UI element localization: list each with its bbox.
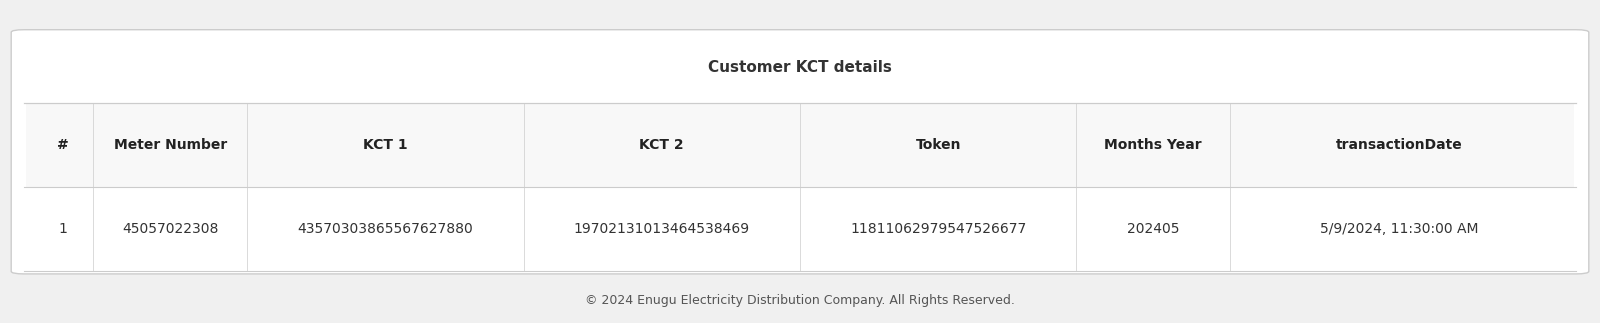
FancyBboxPatch shape	[11, 30, 1589, 274]
Text: Meter Number: Meter Number	[114, 138, 227, 152]
Text: 43570303865567627880: 43570303865567627880	[298, 222, 474, 236]
Text: 11811062979547526677: 11811062979547526677	[850, 222, 1026, 236]
Text: 19702131013464538469: 19702131013464538469	[574, 222, 750, 236]
Text: #: #	[58, 138, 69, 152]
Text: transactionDate: transactionDate	[1336, 138, 1462, 152]
Text: 202405: 202405	[1126, 222, 1179, 236]
Text: Months Year: Months Year	[1104, 138, 1202, 152]
Text: © 2024 Enugu Electricity Distribution Company. All Rights Reserved.: © 2024 Enugu Electricity Distribution Co…	[586, 294, 1014, 307]
Text: KCT 1: KCT 1	[363, 138, 408, 152]
FancyBboxPatch shape	[26, 103, 1574, 187]
Text: 1: 1	[58, 222, 67, 236]
Text: 45057022308: 45057022308	[122, 222, 219, 236]
Text: Customer KCT details: Customer KCT details	[709, 60, 891, 75]
Text: Token: Token	[915, 138, 962, 152]
Text: 5/9/2024, 11:30:00 AM: 5/9/2024, 11:30:00 AM	[1320, 222, 1478, 236]
Text: KCT 2: KCT 2	[640, 138, 685, 152]
FancyBboxPatch shape	[26, 187, 1574, 271]
